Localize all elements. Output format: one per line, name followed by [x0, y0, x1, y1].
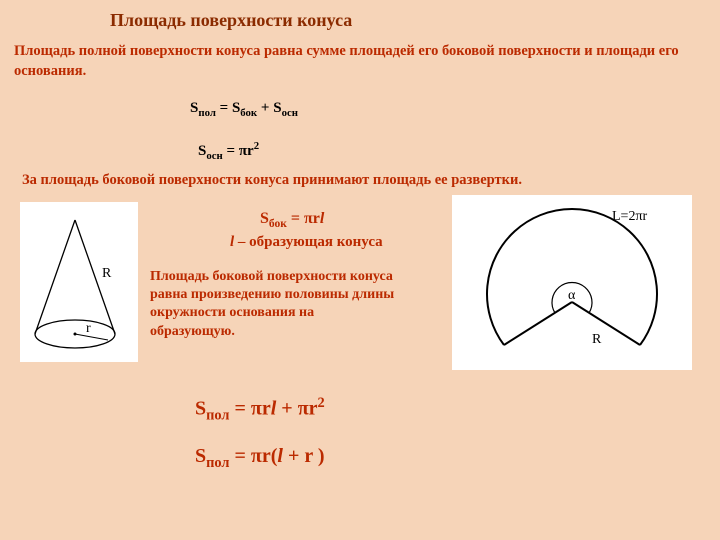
generatrix-note: l – образующая конуса: [230, 234, 383, 251]
sector-radius-label: R: [592, 332, 602, 347]
formula-pol-factored: Sпол = πr(l + r ): [195, 445, 325, 472]
formula-osn: Sосн = πr2: [198, 140, 259, 162]
cone-diagram: R r: [20, 202, 138, 362]
page-title: Площадь поверхности конуса: [110, 10, 352, 31]
mid-text: За площадь боковой поверхности конуса пр…: [22, 172, 692, 189]
formula-pol-expanded: Sпол = πrl + πr2: [195, 395, 325, 425]
sector-arc-label: L=2πr: [612, 209, 648, 224]
formula-pol-sum: Sпол = Sбок + Sосн: [190, 100, 298, 119]
cone-label-r: r: [86, 321, 91, 336]
sector-diagram: α R L=2πr: [452, 195, 692, 370]
lateral-surface-text: Площадь боковой поверхности конуса равна…: [150, 268, 400, 341]
formula-bok: Sбок = πrl: [260, 210, 324, 230]
intro-text: Площадь полной поверхности конуса равна …: [14, 42, 694, 81]
sector-angle-label: α: [568, 288, 576, 303]
cone-label-R: R: [102, 266, 112, 281]
